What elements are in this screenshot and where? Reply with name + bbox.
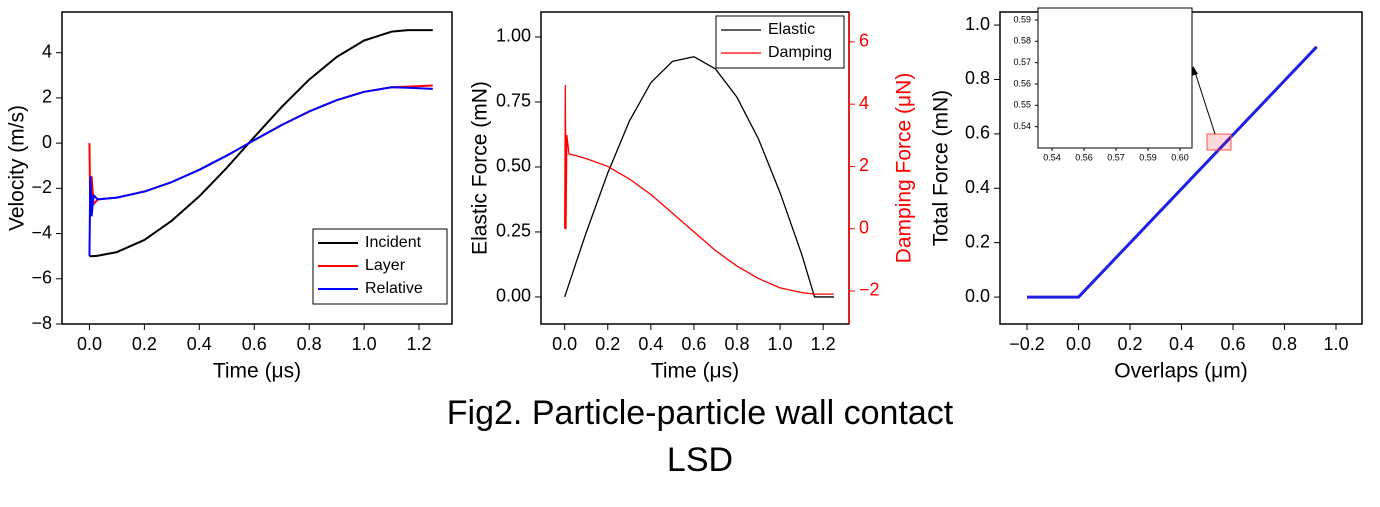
y-tick-label: 0.8 [965, 68, 990, 88]
y2-axis-label: Damping Force (μN) [893, 73, 916, 264]
x-tick-label: 1.0 [1323, 334, 1348, 354]
data-line [564, 84, 834, 295]
y-tick-label: 4 [42, 41, 52, 61]
x-tick-label: 0.56 [1075, 152, 1093, 162]
x-tick-label: 0.8 [724, 334, 749, 354]
x-tick-label: 0.8 [1272, 334, 1297, 354]
legend-label: Damping [768, 44, 832, 61]
x-tick-label: −0.2 [1009, 334, 1045, 354]
x-tick-label: 0.54 [1043, 152, 1061, 162]
legend-label: Relative [365, 280, 423, 297]
y-tick-label: 0.2 [965, 231, 990, 251]
data-line [89, 29, 433, 258]
x-tick-label: 1.2 [407, 334, 432, 354]
x-tick-label: 1.0 [352, 334, 377, 354]
plot-frame [1037, 7, 1193, 149]
y-axis-label: Total Force (mN) [930, 90, 953, 246]
x-tick-label: 0.6 [1220, 334, 1245, 354]
x-axis-label: Time (μs) [651, 360, 739, 383]
legend-box [715, 15, 845, 69]
data-line [1027, 45, 1318, 299]
caption: Fig2. Particle-particle wall contact [447, 394, 954, 432]
x-tick-label: 0.0 [77, 334, 102, 354]
y2-tick-label: 4 [859, 93, 869, 113]
x-axis-label: Time (μs) [213, 360, 301, 383]
y-tick-label: −4 [31, 222, 52, 242]
y-tick-label: −8 [31, 313, 52, 333]
x-tick-label: 0.6 [242, 334, 267, 354]
legend-label: Incident [365, 234, 422, 251]
x-tick-label: 0.6 [681, 334, 706, 354]
x-tick-label: 0.0 [552, 334, 577, 354]
y-tick-label: 1.0 [965, 14, 990, 34]
x-tick-label: 0.57 [1107, 152, 1125, 162]
x-tick-label: 0.4 [187, 334, 212, 354]
x-tick-label: 0.8 [297, 334, 322, 354]
caption: LSD [667, 441, 733, 479]
y2-tick-label: 2 [859, 155, 869, 175]
x-tick-label: 0.4 [1169, 334, 1194, 354]
x-tick-label: 0.4 [638, 334, 663, 354]
y-tick-label: 0.57 [1013, 57, 1031, 67]
plot-area [1038, 8, 1192, 148]
y-tick-label: 1.00 [496, 26, 531, 46]
x-tick-label: 0.59 [1139, 152, 1157, 162]
y2-tick-label: 0 [859, 217, 869, 237]
y-tick-label: 0.54 [1013, 121, 1031, 131]
y-tick-label: 0.50 [496, 156, 531, 176]
x-tick-label: 0.2 [132, 334, 157, 354]
legend-label: Layer [365, 257, 406, 274]
x-tick-label: 0.2 [1118, 334, 1143, 354]
x-tick-label: 0.0 [1066, 334, 1091, 354]
y-tick-label: 0.55 [1013, 100, 1031, 110]
zoom-arrow [1194, 71, 1216, 135]
y2-tick-label: 6 [859, 31, 869, 51]
y-tick-label: 0 [42, 132, 52, 152]
y-tick-label: 0.6 [965, 123, 990, 143]
zoom-arrowhead [1191, 66, 1198, 76]
x-tick-label: 0.2 [595, 334, 620, 354]
y-tick-label: 2 [42, 87, 52, 107]
y-tick-label: 0.25 [496, 221, 531, 241]
y-tick-label: 0.00 [496, 286, 531, 306]
x-tick-label: 1.0 [768, 334, 793, 354]
y-tick-label: 0.4 [965, 177, 990, 197]
x-tick-label: 1.2 [811, 334, 836, 354]
legend-label: Elastic [768, 21, 815, 38]
plot-frame [61, 11, 453, 325]
y-tick-label: 0.56 [1013, 78, 1031, 88]
y-axis-label: Velocity (m/s) [6, 105, 29, 231]
y-tick-label: 0.58 [1013, 36, 1031, 46]
y-tick-label: −6 [31, 268, 52, 288]
y-tick-label: 0.0 [965, 286, 990, 306]
data-line [564, 56, 834, 298]
x-axis-label: Overlaps (μm) [1114, 360, 1247, 383]
y-axis-label: Elastic Force (mN) [469, 81, 492, 255]
x-tick-label: 0.60 [1171, 152, 1189, 162]
y-tick-label: 0.75 [496, 91, 531, 111]
y2-tick-label: −2 [859, 280, 880, 300]
y-tick-label: −2 [31, 177, 52, 197]
zoom-region [1206, 133, 1232, 151]
y-tick-label: 0.59 [1013, 14, 1031, 24]
data-line [88, 86, 433, 257]
